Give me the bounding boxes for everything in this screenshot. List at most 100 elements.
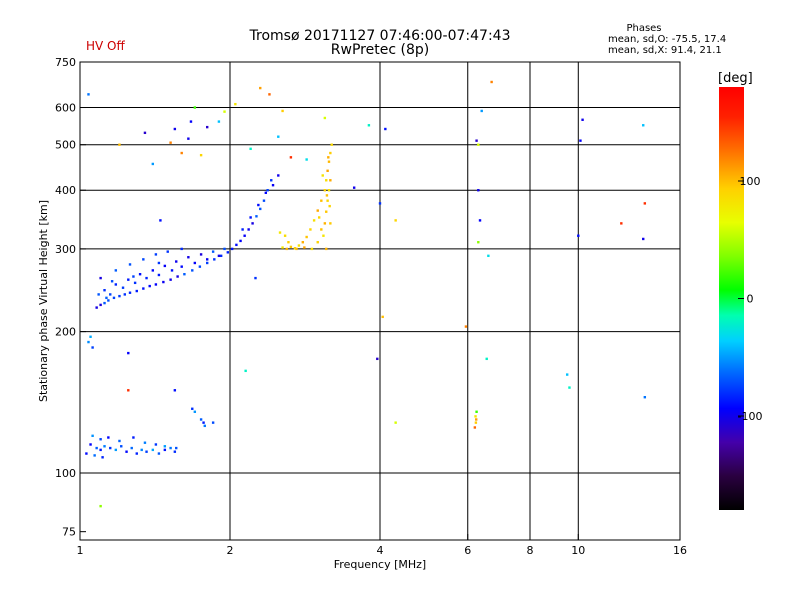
- y-tick-label: 200: [55, 326, 76, 339]
- data-point: [329, 179, 332, 182]
- data-point: [163, 264, 167, 268]
- data-point: [199, 153, 203, 157]
- data-point: [301, 241, 305, 244]
- data-point: [135, 289, 138, 293]
- data-point: [99, 276, 102, 280]
- data-point: [620, 222, 623, 225]
- data-point: [211, 250, 215, 253]
- data-point: [234, 102, 237, 106]
- colorbar-tick-label: 100: [740, 175, 761, 188]
- chart-title: Tromsø 20171127 07:46:00-07:47:43: [249, 28, 511, 44]
- data-point: [581, 118, 584, 121]
- phases-title: Phases: [626, 23, 661, 34]
- data-point: [295, 247, 298, 251]
- data-point: [199, 253, 203, 256]
- data-point: [135, 452, 138, 455]
- data-point: [169, 446, 172, 450]
- data-point: [123, 293, 126, 296]
- data-point: [266, 189, 269, 192]
- x-axis-ticks: 1 2 4 6 8 10 16: [77, 534, 687, 557]
- data-point: [485, 357, 488, 361]
- data-point: [163, 445, 167, 448]
- y-axis-ticks: 75 100 200 300 400 500 600 750: [55, 56, 86, 539]
- data-point: [321, 174, 324, 177]
- data-point: [642, 237, 645, 241]
- data-point: [114, 283, 118, 286]
- data-point: [270, 179, 273, 182]
- data-point: [323, 222, 327, 225]
- data-point: [490, 80, 493, 84]
- x-tick-label: 2: [227, 544, 234, 557]
- data-point: [642, 124, 645, 127]
- data-point: [249, 216, 252, 219]
- data-point: [176, 275, 179, 278]
- data-point: [199, 418, 203, 421]
- data-point: [95, 446, 98, 450]
- data-point: [130, 446, 133, 450]
- data-point: [132, 436, 135, 439]
- data-point: [317, 216, 321, 219]
- y-tick-label: 600: [55, 102, 76, 115]
- data-point: [211, 421, 215, 424]
- data-point: [271, 183, 275, 187]
- data-point: [293, 247, 297, 250]
- data-point: [289, 156, 293, 159]
- data-point: [303, 246, 306, 249]
- data-point: [143, 131, 147, 135]
- data-point: [643, 396, 647, 399]
- data-point: [281, 109, 284, 113]
- data-point: [91, 434, 94, 438]
- data-point: [285, 247, 288, 251]
- data-point: [107, 436, 110, 439]
- data-point: [565, 373, 569, 376]
- data-point: [305, 235, 308, 239]
- data-point: [568, 386, 571, 389]
- data-points: [85, 80, 647, 508]
- data-point: [230, 247, 234, 251]
- data-point: [464, 325, 468, 328]
- data-point: [114, 269, 118, 272]
- data-point: [198, 265, 202, 268]
- data-point: [477, 241, 480, 244]
- data-point: [85, 452, 88, 455]
- data-point: [103, 301, 106, 305]
- data-point: [154, 443, 158, 446]
- colorbar-tick-label: 0: [747, 293, 754, 306]
- data-point: [107, 299, 110, 302]
- data-point: [191, 269, 194, 272]
- data-point: [239, 239, 242, 243]
- data-point: [109, 446, 112, 450]
- data-point: [133, 281, 137, 285]
- data-point: [278, 231, 282, 234]
- x-tick-label: 16: [673, 544, 687, 557]
- data-point: [169, 141, 172, 144]
- data-point: [91, 346, 94, 349]
- data-point: [217, 254, 221, 258]
- data-point: [480, 109, 483, 113]
- data-point: [140, 448, 143, 452]
- data-point: [322, 234, 325, 237]
- data-point: [262, 199, 266, 202]
- data-point: [151, 269, 155, 272]
- data-point: [202, 421, 205, 424]
- data-point: [128, 263, 132, 266]
- data-point: [257, 203, 260, 207]
- x-tick-label: 4: [377, 544, 384, 557]
- data-point: [283, 234, 287, 237]
- data-point: [477, 189, 480, 192]
- y-axis-label: Stationary phase Virtual Height [km]: [37, 200, 50, 402]
- data-point: [173, 450, 177, 453]
- x-tick-label: 1: [77, 544, 84, 557]
- data-point: [159, 219, 162, 222]
- data-point: [289, 245, 293, 249]
- data-point: [643, 202, 647, 205]
- data-point: [112, 296, 116, 300]
- data-point: [235, 243, 238, 247]
- data-point: [127, 389, 130, 392]
- data-point: [320, 199, 323, 202]
- data-point: [191, 407, 194, 410]
- data-point: [148, 284, 151, 288]
- data-point: [99, 438, 102, 441]
- data-point: [127, 351, 130, 355]
- data-point: [166, 250, 169, 253]
